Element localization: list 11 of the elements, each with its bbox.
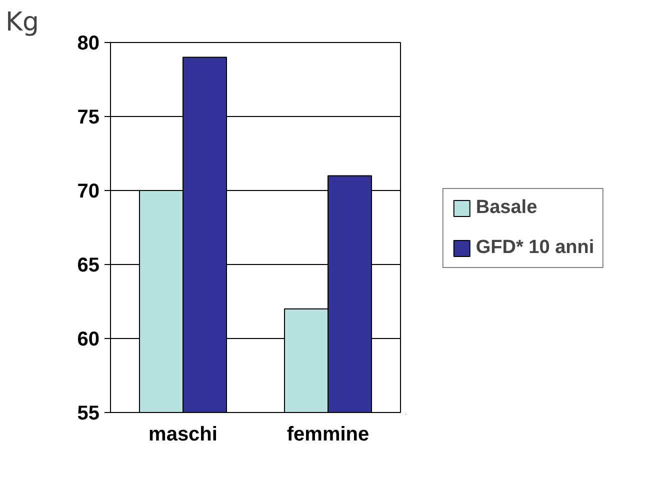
y-tick-label: 55: [77, 402, 100, 424]
x-tick-label: femmine: [286, 424, 370, 446]
y-tick-label: 65: [77, 254, 100, 276]
y-axis-title: Kg: [6, 8, 40, 38]
y-tick-label: 70: [77, 180, 100, 202]
y-tick-label: 75: [77, 106, 100, 128]
x-tick-label: maschi: [148, 424, 218, 446]
y-tick-label: 80: [77, 32, 100, 54]
y-tick-label: 60: [77, 328, 100, 350]
legend-label: Basale: [476, 197, 538, 219]
legend-label: GFD* 10 anni: [476, 237, 594, 259]
